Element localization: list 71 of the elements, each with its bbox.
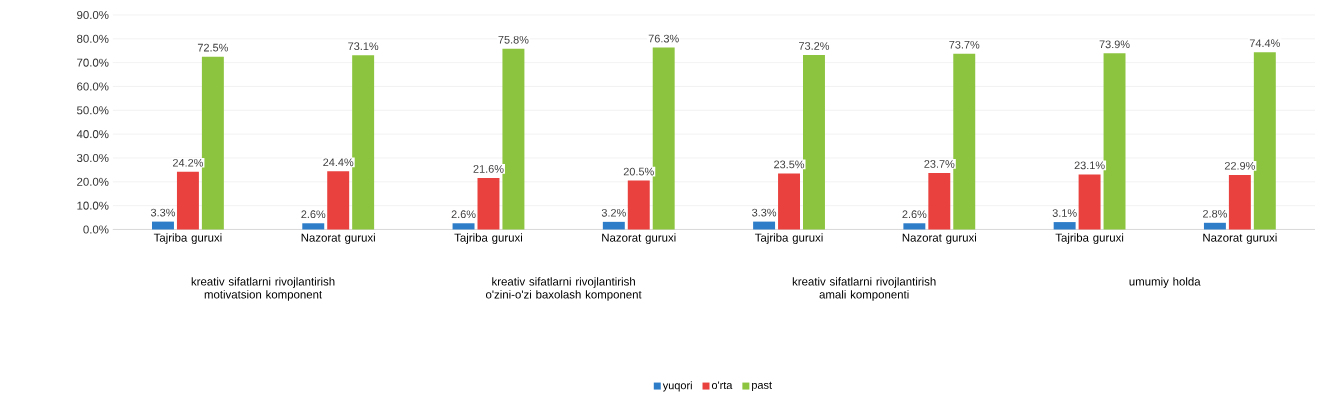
bar <box>477 177 500 230</box>
bar <box>352 55 375 230</box>
data-label: 73.9% <box>1099 40 1130 49</box>
y-tick-label: 30.0% <box>76 153 109 162</box>
data-label: 2.8% <box>1203 209 1227 218</box>
bar <box>953 53 976 230</box>
bar <box>176 171 199 230</box>
y-tick-label: 50.0% <box>76 106 109 115</box>
data-label: 21.6% <box>473 165 504 173</box>
data-label: 3.3% <box>752 208 777 217</box>
bar <box>452 223 475 230</box>
y-tick-label: 10.0% <box>77 201 109 210</box>
data-label: 24.2% <box>172 158 204 167</box>
x-tick-label: Nazorat guruxi <box>1203 233 1277 244</box>
bar <box>1078 174 1101 230</box>
x-tick-label: Nazorat guruxi <box>902 233 976 244</box>
bar <box>1103 53 1126 230</box>
bar <box>1203 222 1226 230</box>
data-label: 20.5% <box>623 167 654 176</box>
y-tick-label: 20.0% <box>77 177 109 186</box>
data-label: 76.3% <box>648 34 679 43</box>
y-tick-label: 40.0% <box>76 130 109 139</box>
legend-label: yuqori <box>662 381 692 392</box>
data-label: 73.2% <box>799 42 830 50</box>
text: kreativ sifatlarni rivojlantirish motivatsion komponent <box>191 277 335 301</box>
x-tick-label: Tajriba guruxi <box>1055 233 1124 244</box>
bar <box>778 173 801 230</box>
x-tick-label: Tajriba guruxi <box>754 233 823 244</box>
bar <box>502 48 525 230</box>
bar <box>201 56 224 230</box>
text: umumiy holda <box>1129 277 1201 288</box>
data-label: 74.4% <box>1249 39 1280 47</box>
y-tick-label: 90.0% <box>77 10 109 19</box>
data-label: 23.7% <box>924 160 955 168</box>
data-label: 75.8% <box>498 35 529 44</box>
data-label: 72.5% <box>197 43 228 52</box>
y-tick-label: 70.0% <box>77 58 109 67</box>
bar <box>1253 52 1276 230</box>
data-label: 2.6% <box>301 210 326 219</box>
x-tick-label: Tajriba guruxi <box>153 233 222 244</box>
bar <box>327 171 350 230</box>
bar <box>602 221 625 230</box>
bar <box>652 47 675 230</box>
bar <box>928 172 951 230</box>
data-label: 22.9% <box>1224 161 1255 170</box>
data-label: 3.2% <box>601 208 626 217</box>
legend-label: o'rta <box>711 381 733 390</box>
bar <box>903 223 926 230</box>
data-label: 73.1% <box>348 42 379 51</box>
data-label: 2.6% <box>451 210 476 219</box>
data-label: 3.3% <box>150 208 176 217</box>
bar <box>1228 174 1251 230</box>
x-tick-label: Tajriba guruxi <box>454 233 522 244</box>
data-label: 23.5% <box>774 160 805 169</box>
bar <box>302 223 325 230</box>
legend-label: past <box>752 381 772 391</box>
y-tick-label: 80.0% <box>77 34 109 43</box>
y-tick-label: 60.0% <box>77 82 109 91</box>
data-label: 2.6% <box>902 210 927 219</box>
x-tick-label: Nazorat guruxi <box>602 233 676 244</box>
data-label: 3.1% <box>1052 209 1077 217</box>
data-label: 24.4% <box>323 158 354 167</box>
text: kreativ sifatlarni rivojlantirish o'zini-o'zi baxolash komponent <box>485 277 642 301</box>
data-label: 73.7% <box>949 40 980 49</box>
x-tick-label: Nazorat guruxi <box>301 233 375 244</box>
data-label: 23.1% <box>1074 161 1105 170</box>
bar <box>803 54 825 230</box>
text: kreativ sifatlarni rivojlantirish amali komponenti <box>792 277 936 301</box>
bar <box>1053 222 1076 230</box>
bar <box>627 180 650 230</box>
y-tick-label: 0.0% <box>83 225 109 234</box>
